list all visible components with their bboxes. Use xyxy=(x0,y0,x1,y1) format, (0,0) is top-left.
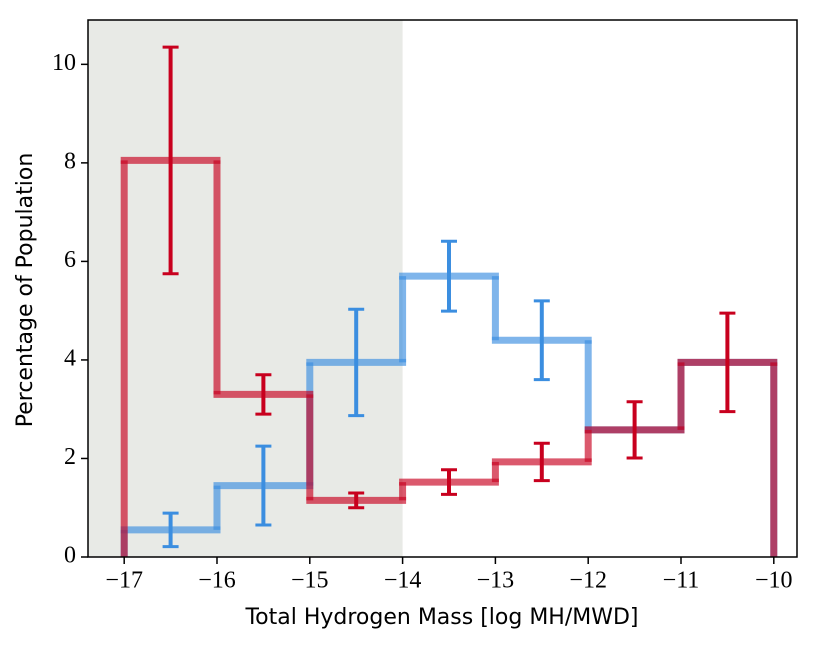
y-tick-label: 6 xyxy=(64,247,76,273)
x-tick-label: −13 xyxy=(477,568,515,594)
x-tick-label: −15 xyxy=(291,568,329,594)
y-tick-label: 8 xyxy=(64,148,76,174)
y-tick-label: 10 xyxy=(52,50,76,76)
plot-frame xyxy=(87,19,798,558)
y-tick-label: 4 xyxy=(64,345,76,371)
x-tick-label: −12 xyxy=(569,568,607,594)
y-axis-label: Percentage of Population xyxy=(13,153,38,428)
x-tick-label: −11 xyxy=(663,568,700,594)
x-tick-label: −10 xyxy=(755,568,793,594)
y-tick-label: 2 xyxy=(64,444,76,470)
y-tick-label: 0 xyxy=(64,543,76,569)
x-tick-label: −14 xyxy=(384,568,422,594)
shaded-region xyxy=(88,20,403,557)
x-tick-label: −16 xyxy=(198,568,236,594)
x-axis-label: Total Hydrogen Mass [log MH/MWD] xyxy=(244,605,638,630)
x-tick-label: −17 xyxy=(105,568,143,594)
